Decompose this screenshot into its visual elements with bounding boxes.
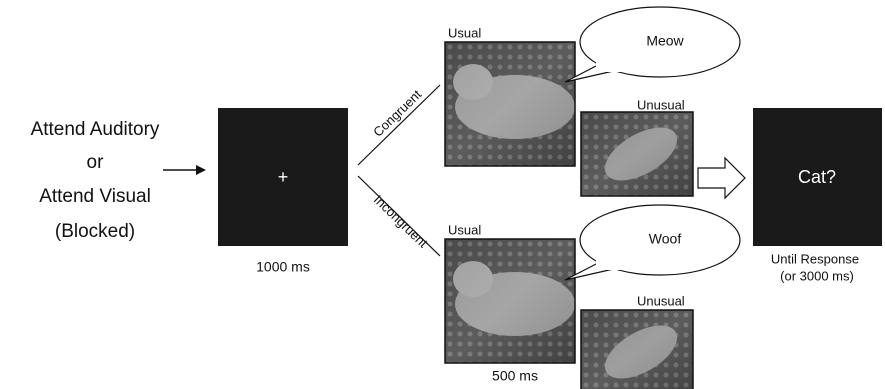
instruction-line: or	[87, 152, 105, 173]
usual-photo	[445, 239, 575, 363]
bubble-join	[596, 58, 622, 72]
branch-label: Congruent	[370, 86, 424, 139]
diagram: Attend Auditory or Attend Visual (Blocke…	[0, 0, 885, 389]
arrow-head	[196, 165, 206, 175]
bubble-join	[596, 256, 622, 270]
branch-line	[358, 85, 440, 165]
instruction-line: (Blocked)	[55, 221, 135, 242]
unusual-photo	[581, 112, 693, 196]
sound-label: Woof	[649, 231, 682, 247]
unusual-label: Unusual	[637, 97, 685, 112]
sound-label: Meow	[646, 33, 684, 49]
instruction-line: Attend Auditory	[31, 119, 160, 140]
response-prompt: Cat?	[798, 167, 836, 187]
stimulus-duration: 500 ms	[492, 368, 538, 384]
fixation-duration: 1000 ms	[256, 259, 310, 275]
response-duration: (or 3000 ms)	[780, 268, 854, 283]
hollow-arrow	[698, 158, 745, 198]
instruction-line: Attend Visual	[39, 186, 151, 207]
unusual-label: Unusual	[637, 293, 685, 308]
usual-photo	[445, 42, 575, 166]
fixation-cross: +	[278, 167, 289, 187]
response-duration: Until Response	[771, 251, 859, 266]
unusual-photo	[581, 310, 693, 389]
usual-label: Usual	[448, 222, 481, 237]
branch-label: Incongruent	[371, 192, 431, 251]
usual-label: Usual	[448, 25, 481, 40]
